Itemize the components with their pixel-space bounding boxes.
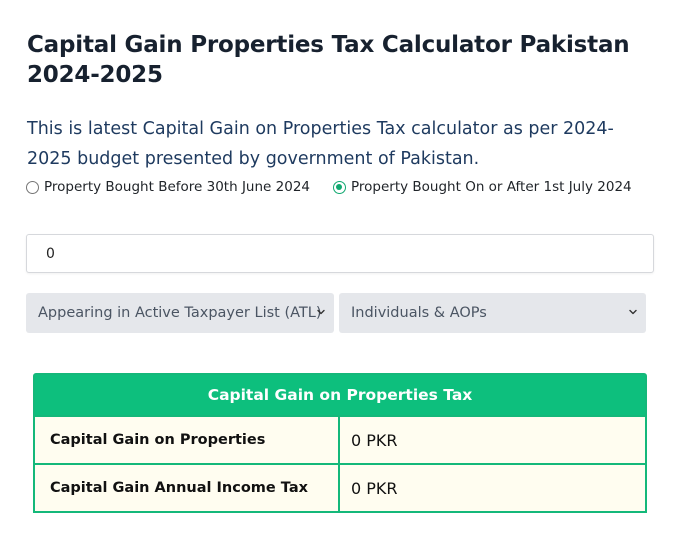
taxpayer-type-selected: Individuals & AOPs — [351, 305, 487, 321]
table-row: Capital Gain Annual Income Tax 0 PKR — [35, 463, 645, 511]
table-row: Capital Gain on Properties 0 PKR — [35, 417, 645, 463]
result-table-header: Capital Gain on Properties Tax — [35, 375, 645, 417]
taxpayer-type-select[interactable]: Individuals & AOPs — [339, 293, 646, 333]
radio-button-before-june-2024[interactable] — [26, 180, 39, 194]
intro-text: This is latest Capital Gain on Propertie… — [27, 119, 614, 169]
taxpayer-status-selected: Appearing in Active Taxpayer List (ATL) — [38, 305, 322, 321]
result-table: Capital Gain on Properties Tax Capital G… — [33, 373, 647, 513]
purchase-date-radio-group: Property Bought Before 30th June 2024 Pr… — [26, 178, 632, 196]
page-title: Capital Gain Properties Tax Calculator P… — [27, 32, 630, 88]
radio-button-after-july-2024[interactable] — [333, 180, 346, 194]
row-value-annual-income-tax: 0 PKR — [351, 478, 398, 498]
row-label-annual-income-tax: Capital Gain Annual Income Tax — [35, 465, 340, 511]
radio-option-after-july-2024[interactable]: Property Bought On or After 1st July 202… — [333, 179, 632, 195]
radio-option-before-june-2024[interactable]: Property Bought Before 30th June 2024 — [26, 179, 310, 195]
taxpayer-status-select[interactable]: Appearing in Active Taxpayer List (ATL) — [26, 293, 334, 333]
chevron-down-icon — [629, 309, 637, 315]
row-value-capital-gain: 0 PKR — [351, 430, 398, 450]
radio-label-before-june-2024: Property Bought Before 30th June 2024 — [44, 179, 310, 195]
chevron-down-icon — [317, 309, 325, 315]
amount-input[interactable] — [26, 234, 654, 273]
radio-label-after-july-2024: Property Bought On or After 1st July 202… — [351, 179, 632, 195]
row-label-capital-gain: Capital Gain on Properties — [35, 417, 340, 463]
